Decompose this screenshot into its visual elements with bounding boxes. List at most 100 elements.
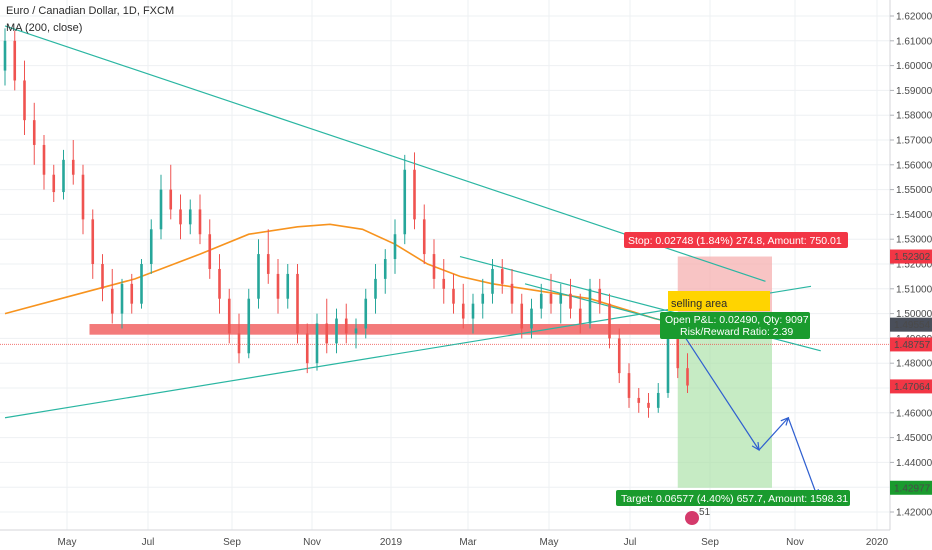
pnl-label: Open P&L: 0.02490, Qty: 9097 [665,314,809,326]
candle-body [666,338,670,393]
candle [686,353,689,393]
candle [666,328,670,398]
candle [179,194,182,240]
candle-body [335,318,338,344]
candle-body [218,268,221,299]
candle [257,239,260,309]
candle-body [81,174,85,220]
candle-body [91,219,95,264]
projection-segment [680,330,760,451]
candle-body [237,333,241,354]
candle [520,293,524,339]
candle [627,363,631,408]
target-label-box [616,490,850,506]
candle [637,388,641,413]
price-tick-label: 1.42000 [896,508,932,519]
price-tick-label: 1.55000 [896,185,932,196]
candle [491,259,494,304]
candle-body [159,189,163,230]
price-badge-label: 1.52302 [894,252,931,263]
candle-body [276,273,280,299]
candle-body [364,298,368,329]
candle [510,268,514,314]
price-tick-label: 1.44000 [896,458,932,469]
candle [266,229,270,284]
candle [305,323,309,374]
candle [588,278,592,329]
time-tick-label: 2020 [866,537,889,548]
candle [247,288,251,359]
candle [432,239,436,289]
candle-body [374,278,377,299]
candle [647,392,650,418]
indicator-label: MA (200, close) [6,22,82,34]
price-badge-label: 1.42977 [894,483,931,494]
trendline-4[interactable] [524,283,665,322]
candle [442,259,446,304]
candle-body [403,169,407,235]
candle [461,283,465,329]
candle [500,259,504,294]
candle-body [471,303,475,319]
candle [403,154,407,245]
candle [296,264,299,344]
candle [3,28,7,86]
candle [159,174,163,240]
candle [354,318,358,349]
candle [188,199,192,235]
time-tick-label: 2019 [380,537,403,548]
candle [13,30,17,91]
candle-body [149,229,153,264]
candle [422,204,426,264]
candle-body [3,40,7,71]
candle-body [120,283,124,314]
candle-body [354,328,358,334]
candle [374,264,377,314]
candle-body [188,209,192,225]
candle-body [461,303,465,319]
candle-body [549,293,553,304]
candle-body [227,298,231,334]
candle [101,254,104,302]
target-label: Target: 0.06577 (4.40%) 657.7, Amount: 1… [621,493,848,505]
candle [286,264,290,309]
candle-body [198,209,202,235]
candle-body [588,288,592,324]
candle [578,293,582,334]
candle [218,254,221,314]
candle-body [491,268,494,294]
candle-body [656,392,660,408]
candle [559,283,563,324]
candle [198,194,202,245]
candle [393,219,397,274]
selling-area-box [668,291,770,311]
price-tick-label: 1.52000 [896,260,932,271]
candle-body [296,273,299,334]
candle-body [432,254,436,279]
candle [208,219,212,279]
price-badge-label: 1.47064 [894,382,931,393]
candle-body [617,338,621,374]
candle [91,209,95,279]
candle-body [169,189,173,210]
candle-body [598,288,602,304]
candle [608,293,611,349]
candle-body [442,278,446,289]
take-profit-zone [677,324,772,488]
candle-body [520,303,524,329]
selling-area-label: selling area [671,298,728,310]
stop-label: Stop: 0.02748 (1.84%) 274.8, Amount: 750… [628,235,842,247]
candle-body [500,268,504,284]
candle-body [578,308,582,324]
price-tick-label: 1.56000 [896,160,932,171]
candle [130,273,134,314]
projection-segment [787,417,819,498]
candle [325,298,329,354]
candle-body [627,373,631,398]
price-tick-label: 1.51000 [896,284,932,295]
price-badge-label: 1.49554 [894,320,931,331]
time-tick-label: Sep [701,537,719,548]
